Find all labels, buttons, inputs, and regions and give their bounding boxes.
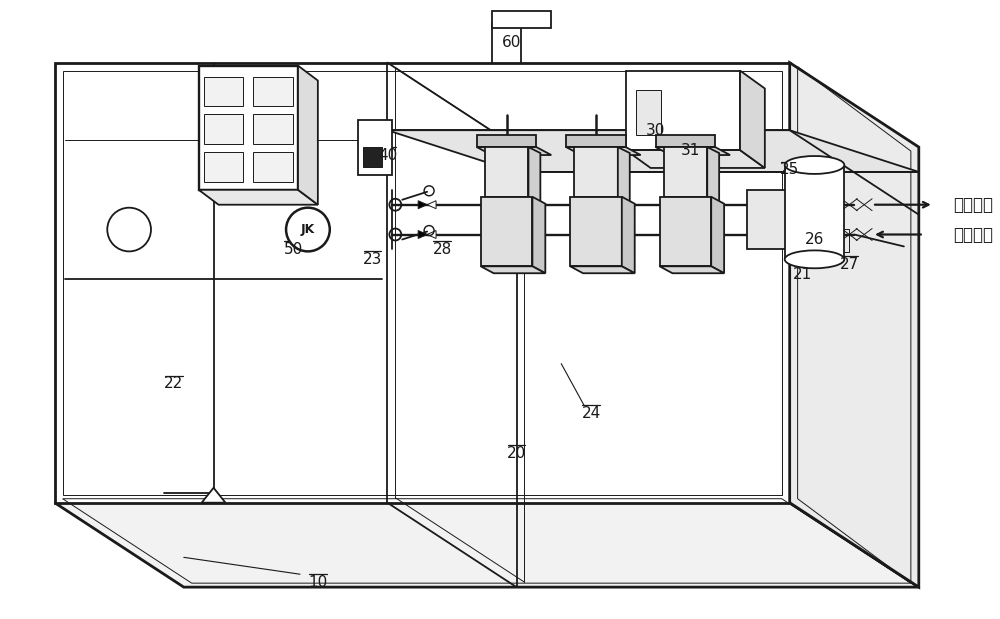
Polygon shape bbox=[785, 165, 844, 259]
Text: 40: 40 bbox=[378, 147, 397, 163]
Text: 20: 20 bbox=[507, 446, 526, 461]
Polygon shape bbox=[660, 266, 724, 273]
Polygon shape bbox=[363, 147, 382, 167]
Text: JK: JK bbox=[301, 223, 315, 236]
Polygon shape bbox=[740, 71, 765, 168]
Polygon shape bbox=[492, 23, 521, 63]
Text: 25: 25 bbox=[780, 162, 799, 178]
Text: 30: 30 bbox=[646, 123, 665, 137]
Polygon shape bbox=[253, 115, 293, 144]
Text: 10: 10 bbox=[308, 574, 327, 590]
Text: 27: 27 bbox=[840, 257, 859, 272]
Polygon shape bbox=[477, 147, 551, 155]
Text: 21: 21 bbox=[793, 267, 812, 282]
Polygon shape bbox=[664, 147, 707, 197]
Polygon shape bbox=[492, 11, 551, 28]
Polygon shape bbox=[55, 503, 919, 587]
Ellipse shape bbox=[785, 156, 844, 174]
Polygon shape bbox=[427, 230, 436, 238]
Polygon shape bbox=[566, 147, 641, 155]
Polygon shape bbox=[602, 201, 611, 209]
Polygon shape bbox=[199, 66, 298, 190]
Text: 24: 24 bbox=[581, 406, 601, 421]
Polygon shape bbox=[204, 77, 243, 106]
Polygon shape bbox=[481, 197, 532, 266]
Polygon shape bbox=[204, 115, 243, 144]
Text: 生活供水: 生活供水 bbox=[954, 196, 994, 214]
Polygon shape bbox=[253, 152, 293, 182]
Polygon shape bbox=[574, 147, 618, 197]
Polygon shape bbox=[517, 201, 525, 209]
Polygon shape bbox=[656, 147, 730, 155]
Polygon shape bbox=[566, 135, 626, 147]
Text: 23: 23 bbox=[363, 252, 382, 267]
Polygon shape bbox=[508, 230, 517, 238]
Circle shape bbox=[286, 208, 330, 251]
Polygon shape bbox=[696, 201, 705, 209]
Polygon shape bbox=[481, 266, 545, 273]
Ellipse shape bbox=[785, 251, 844, 268]
Polygon shape bbox=[696, 230, 705, 238]
Text: 26: 26 bbox=[805, 232, 824, 247]
Polygon shape bbox=[656, 135, 715, 147]
Polygon shape bbox=[626, 71, 740, 150]
Polygon shape bbox=[298, 66, 318, 205]
Polygon shape bbox=[517, 230, 525, 238]
Polygon shape bbox=[532, 197, 545, 273]
Polygon shape bbox=[485, 147, 528, 197]
Text: 50: 50 bbox=[283, 242, 303, 257]
Text: 市政供水: 市政供水 bbox=[954, 225, 994, 243]
Text: 22: 22 bbox=[164, 376, 183, 391]
Polygon shape bbox=[570, 266, 635, 273]
Polygon shape bbox=[570, 197, 622, 266]
Polygon shape bbox=[508, 201, 517, 209]
Polygon shape bbox=[705, 201, 714, 209]
Polygon shape bbox=[622, 197, 635, 273]
Text: 28: 28 bbox=[432, 242, 452, 257]
Polygon shape bbox=[611, 230, 620, 238]
Polygon shape bbox=[55, 63, 790, 503]
Polygon shape bbox=[418, 230, 427, 238]
Polygon shape bbox=[611, 201, 620, 209]
Polygon shape bbox=[747, 190, 790, 249]
Polygon shape bbox=[626, 150, 765, 168]
Polygon shape bbox=[618, 147, 630, 202]
Text: 60: 60 bbox=[502, 35, 521, 50]
Polygon shape bbox=[202, 488, 225, 503]
Polygon shape bbox=[387, 130, 919, 172]
Polygon shape bbox=[427, 201, 436, 209]
Polygon shape bbox=[790, 63, 919, 587]
Text: 31: 31 bbox=[681, 142, 700, 158]
Polygon shape bbox=[707, 147, 719, 202]
Polygon shape bbox=[636, 90, 661, 135]
Polygon shape bbox=[477, 135, 536, 147]
Polygon shape bbox=[705, 230, 714, 238]
Polygon shape bbox=[253, 77, 293, 106]
Polygon shape bbox=[199, 190, 318, 205]
Polygon shape bbox=[358, 120, 392, 175]
Polygon shape bbox=[711, 197, 724, 273]
Polygon shape bbox=[660, 197, 711, 266]
Polygon shape bbox=[418, 201, 427, 209]
Polygon shape bbox=[528, 147, 540, 202]
Polygon shape bbox=[602, 230, 611, 238]
Polygon shape bbox=[204, 152, 243, 182]
